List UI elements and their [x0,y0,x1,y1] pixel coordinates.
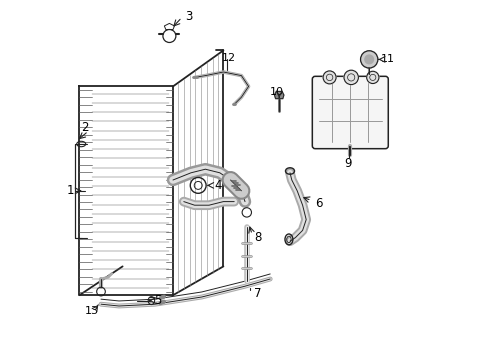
Text: 11: 11 [381,54,395,64]
Text: 1: 1 [67,184,74,197]
Text: 9: 9 [344,157,351,170]
Text: 6: 6 [315,197,323,210]
Text: 10: 10 [270,87,284,97]
Circle shape [365,55,373,64]
Text: 4: 4 [215,179,222,192]
Text: 3: 3 [186,10,193,23]
Circle shape [361,51,378,68]
Text: 13: 13 [85,306,99,316]
Text: 8: 8 [254,231,261,244]
Circle shape [344,70,358,85]
Circle shape [323,71,336,84]
Text: 12: 12 [222,53,237,63]
Text: 5: 5 [154,294,162,307]
Text: 7: 7 [254,287,262,300]
FancyBboxPatch shape [312,76,388,149]
Circle shape [367,71,379,84]
Text: 2: 2 [81,121,89,134]
Polygon shape [274,91,284,99]
